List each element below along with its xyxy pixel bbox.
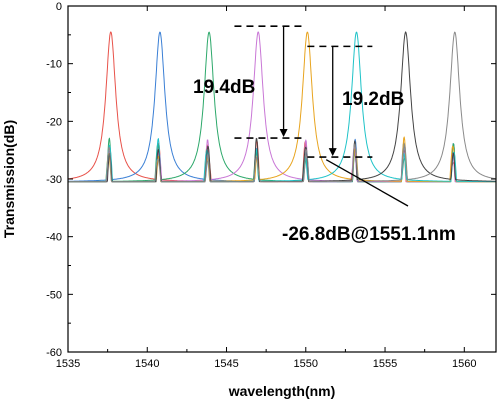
y-tick-label--60: -60 bbox=[46, 347, 62, 359]
annotation-3-leader-line bbox=[325, 159, 409, 207]
spectrum-series-3 bbox=[68, 31, 496, 183]
x-tick-label-1535: 1535 bbox=[56, 358, 80, 370]
annotation-2-label: 19.2dB bbox=[342, 89, 404, 110]
x-tick-label-1540: 1540 bbox=[135, 358, 159, 370]
spectrum-series-7 bbox=[68, 31, 496, 183]
y-tick-label--20: -20 bbox=[46, 116, 62, 128]
y-axis-label: Transmission(dB) bbox=[1, 120, 17, 238]
annotation-1-arrow-head bbox=[279, 129, 288, 138]
x-axis-label: wavelength(nm) bbox=[228, 383, 336, 399]
y-tick-label--30: -30 bbox=[46, 174, 62, 186]
series-layer bbox=[68, 31, 496, 183]
spectrum-series-4 bbox=[68, 31, 496, 183]
annotations: 19.4dB 19.2dB -26.8dB@1551.1nm bbox=[193, 25, 456, 245]
annotation-1-label: 19.4dB bbox=[193, 77, 255, 98]
spectrum-series-8 bbox=[68, 31, 496, 183]
spectrum-series-2 bbox=[68, 31, 496, 183]
axis-ticks: 1535 1540 1545 1550 1555 1560 0 -10 -20 -30 -40 -50… bbox=[46, 1, 496, 370]
x-tick-label-1545: 1545 bbox=[214, 358, 238, 370]
annotation-3-label: -26.8dB@1551.1nm bbox=[282, 224, 456, 245]
spectrum-series-5 bbox=[68, 31, 496, 183]
y-tick-label--10: -10 bbox=[46, 59, 62, 71]
x-tick-label-1560: 1560 bbox=[452, 358, 476, 370]
annotation-2-arrow-head bbox=[328, 148, 337, 157]
x-tick-label-1555: 1555 bbox=[373, 358, 397, 370]
spectrum-series-1 bbox=[68, 31, 496, 183]
y-tick-label-0: 0 bbox=[56, 1, 62, 13]
x-tick-label-1550: 1550 bbox=[294, 358, 318, 370]
y-tick-label--40: -40 bbox=[46, 232, 62, 244]
spectrum-series-6 bbox=[68, 31, 496, 183]
plot-frame bbox=[67, 5, 497, 353]
y-tick-label--50: -50 bbox=[46, 289, 62, 301]
